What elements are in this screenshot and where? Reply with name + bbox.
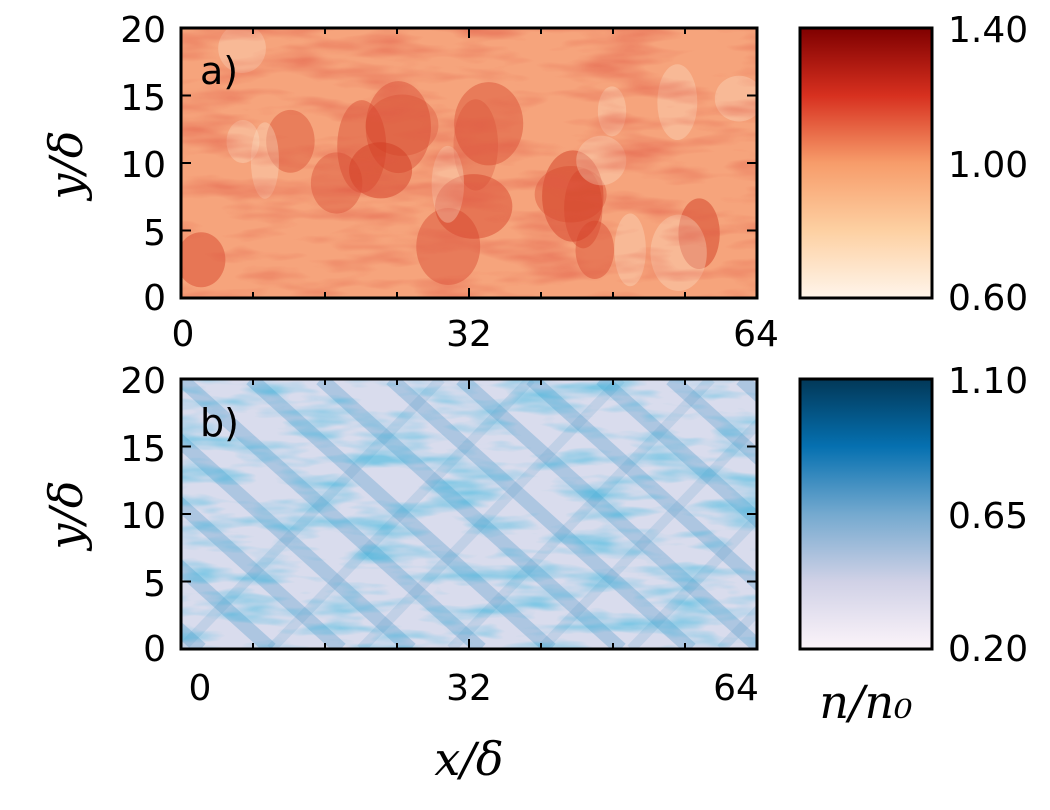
x-tick-label-a-32: 32 — [446, 314, 492, 355]
axis-ticks — [180, 27, 758, 650]
panel-b-label: b) — [200, 401, 239, 445]
colorbar-a-tick-mid: 1.00 — [948, 145, 1028, 186]
y-axis-label-a: y/δ — [39, 130, 93, 201]
x-tick-label-b-32: 32 — [446, 668, 492, 709]
heatmap-a — [181, 28, 757, 298]
density-stripe — [181, 621, 206, 649]
colorbar-b-tick-mid: 0.65 — [948, 496, 1028, 537]
x-tick-label-b-64: 64 — [713, 668, 759, 709]
y-tick-label-b-10: 10 — [120, 496, 166, 537]
colorbar-b — [798, 377, 934, 651]
colorbar-a-tick-low: 0.60 — [948, 278, 1028, 319]
x-axis-label: x/δ — [434, 732, 503, 786]
y-tick-label-b-20: 20 — [120, 361, 166, 402]
colorbar-a — [798, 26, 934, 300]
colorbar-b-tick-low: 0.20 — [948, 629, 1028, 670]
heatmap-b — [181, 379, 757, 649]
colorbar-b-tick-high: 1.10 — [948, 361, 1028, 402]
y-tick-label-a-5: 5 — [143, 213, 166, 254]
x-tick-label-b-0: 0 — [189, 668, 212, 709]
x-tick-label-a-0: 0 — [172, 314, 195, 355]
y-tick-label-b-0: 0 — [143, 629, 166, 670]
panel-a-label: a) — [200, 49, 238, 93]
colorbar-a-tick-high: 1.40 — [948, 10, 1028, 51]
colorbar-label: n/n₀ — [819, 675, 912, 729]
y-axis-label-b: y/δ — [39, 480, 93, 551]
heatmap-a-texture — [181, 28, 757, 298]
y-tick-label-a-0: 0 — [143, 278, 166, 319]
x-tick-label-a-64: 64 — [733, 314, 779, 355]
y-tick-label-b-15: 15 — [120, 429, 166, 470]
y-tick-label-a-20: 20 — [120, 10, 166, 51]
y-tick-label-b-5: 5 — [143, 564, 166, 605]
y-tick-label-a-10: 10 — [120, 145, 166, 186]
y-tick-label-a-15: 15 — [120, 78, 166, 119]
heatmap-b-texture — [181, 379, 757, 649]
